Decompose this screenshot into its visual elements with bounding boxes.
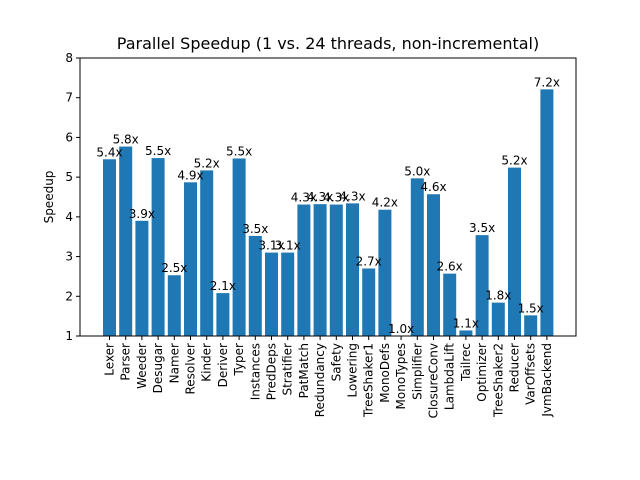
y-tick-label: 7 (65, 91, 73, 105)
plot-frame (79, 57, 577, 337)
bar-varoffsets (524, 315, 538, 336)
x-tick-label: Namer (167, 343, 181, 383)
bar-monodefs (378, 209, 392, 336)
y-tick-label: 2 (65, 289, 73, 303)
bar-parser (119, 146, 133, 336)
x-tick-label: Deriver (216, 343, 230, 387)
bar-weeder (135, 220, 149, 336)
bar-value-label: 4.9x (177, 168, 203, 182)
bar-value-label: 3.1x (275, 239, 301, 253)
y-tick-label: 5 (65, 170, 73, 184)
bar-value-label: 2.7x (356, 254, 382, 268)
bar-treeshaker2 (491, 302, 505, 336)
y-tick-label: 3 (65, 250, 73, 264)
x-tick-label: Desugar (151, 343, 165, 393)
bar-value-label: 4.3x (323, 191, 349, 205)
bar-namer (167, 275, 181, 336)
bar-value-label: 5.4x (96, 145, 122, 159)
y-tick-label: 6 (65, 130, 73, 144)
bar-value-label: 1.1x (453, 316, 479, 330)
bar-value-label: 1.8x (485, 289, 511, 303)
x-tick-label: PredDeps (265, 343, 279, 400)
bar-value-label: 5.2x (501, 154, 527, 168)
x-tick-label: Typer (232, 343, 246, 377)
bar-value-label: 4.2x (372, 196, 398, 210)
x-axis: Lexer Parser Weeder Desugar Namer Resolver Kin… (103, 336, 554, 418)
x-tick-label: Simplifier (410, 343, 424, 400)
x-tick-label: PatMatch (297, 343, 311, 398)
x-tick-label: Parser (119, 343, 133, 381)
bar-lowering (346, 203, 359, 336)
bar-value-label: 2.1x (210, 279, 236, 293)
bar-value-label: 5.5x (145, 144, 171, 158)
bar-jvmbackend (540, 89, 554, 337)
x-tick-label: Redundancy (313, 343, 327, 417)
x-tick-label: Lowering (346, 343, 360, 398)
x-tick-label: VarOffsets (524, 343, 538, 405)
y-tick-label: 4 (65, 210, 73, 224)
bar-optimizer (475, 235, 489, 336)
bar-value-label: 5.0x (404, 164, 430, 178)
bar-resolver (184, 182, 197, 336)
x-tick-label: Instances (248, 343, 262, 400)
bar-value-label: 4.3x (307, 190, 333, 204)
bar-lexer (103, 159, 116, 336)
bar-value-label: 4.3x (291, 191, 317, 205)
x-tick-label: Reducer (508, 343, 522, 392)
x-tick-label: Kinder (200, 343, 214, 382)
bar-closureconv (427, 194, 440, 336)
bar-value-label: 3.5x (242, 222, 268, 236)
x-tick-label: Safety (329, 343, 343, 381)
chart-title: Parallel Speedup (1 vs. 24 threads, non-… (117, 34, 539, 53)
y-axis: 1 2 3 4 5 6 7 8 (65, 51, 80, 343)
bar-value-label: 2.5x (161, 261, 187, 275)
bar-value-label: 2.6x (437, 260, 463, 274)
x-tick-label: TreeShaker1 (362, 343, 376, 418)
bar-value-label: 7.2x (534, 75, 560, 89)
x-tick-label: Stratifier (281, 343, 295, 396)
bar-deriver (216, 293, 230, 336)
bar-reducer (508, 167, 521, 336)
bar-value-label: 1.0x (388, 322, 414, 336)
y-axis-label: Speedup (42, 171, 56, 224)
x-tick-label: LambdaLift (443, 343, 457, 410)
bar-value-label: 4.6x (420, 180, 446, 194)
bar-typer (232, 158, 246, 336)
bar-simplifier (410, 178, 424, 336)
bar-treeshaker1 (362, 268, 376, 336)
bar-value-label: 3.9x (129, 207, 155, 221)
bar-kinder (200, 170, 214, 336)
x-tick-label: TreeShaker2 (491, 343, 505, 418)
bar-lambdalift (443, 273, 457, 336)
bar-safety (329, 204, 343, 336)
x-tick-label: Resolver (184, 343, 198, 395)
bar-value-label: 5.8x (113, 133, 139, 147)
y-tick-label: 8 (65, 51, 73, 65)
x-tick-label: JvmBackend (540, 343, 554, 418)
x-tick-label: Optimizer (475, 343, 489, 402)
x-tick-label: MonoTypes (394, 343, 408, 409)
bar-value-label: 5.2x (194, 156, 220, 170)
bar-patmatch (297, 204, 311, 336)
x-tick-label: ClosureConv (427, 343, 441, 418)
bar-stratifier (281, 252, 295, 336)
bars-group (103, 89, 554, 337)
bar-value-label: 3.5x (469, 221, 495, 235)
x-tick-label: Weeder (135, 343, 149, 389)
bar-value-label: 4.3x (339, 189, 365, 203)
x-tick-label: Tailrec (459, 343, 473, 382)
bar-value-label: 1.5x (518, 301, 544, 315)
bar-labels-group: 5.4x5.8x3.9x5.5x2.5x4.9x5.2x2.1x5.5x3.5x… (96, 75, 560, 336)
bar-instances (248, 235, 262, 336)
y-tick-label: 1 (65, 329, 73, 343)
bar-value-label: 5.5x (226, 144, 252, 158)
bar-value-label: 3.1x (258, 239, 284, 253)
bar-tailrec (459, 330, 473, 336)
bar-desugar (151, 158, 165, 336)
x-tick-label: MonoDefs (378, 343, 392, 403)
bar-redundancy (313, 204, 327, 336)
x-tick-label: Lexer (103, 343, 117, 376)
bar-preddeps (265, 252, 278, 336)
